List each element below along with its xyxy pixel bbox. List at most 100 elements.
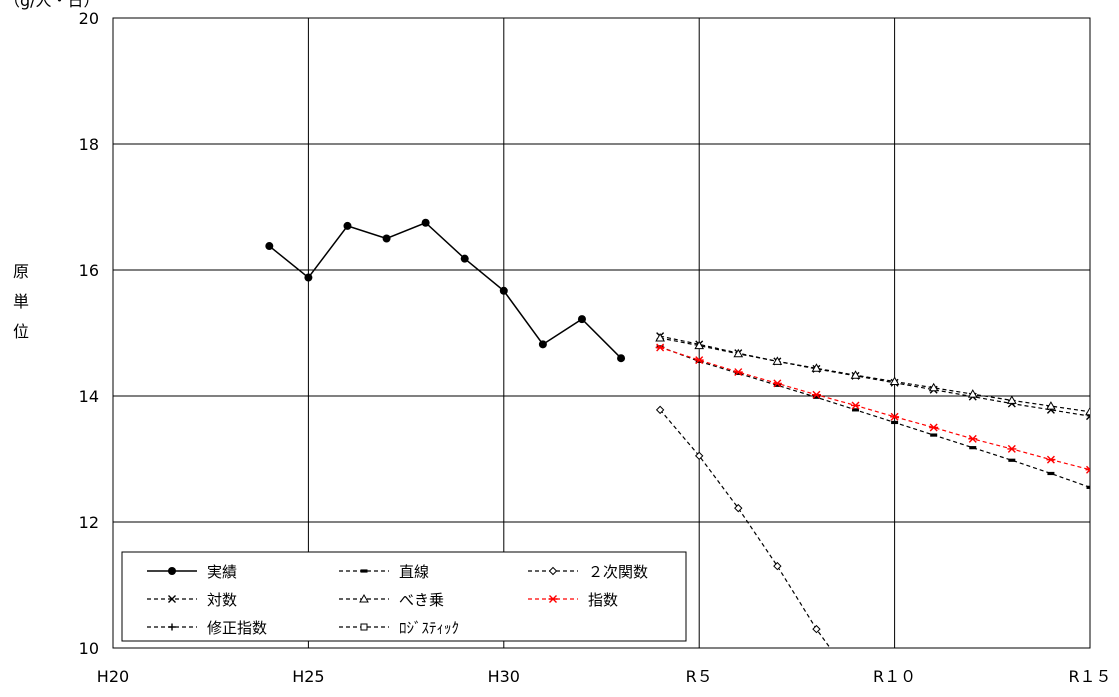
data-point	[343, 221, 352, 230]
data-point	[1086, 485, 1090, 489]
series-4	[655, 333, 1090, 416]
series-line	[659, 409, 831, 648]
data-point	[499, 286, 508, 295]
data-point	[460, 254, 469, 263]
series-5	[655, 343, 1090, 474]
legend-item: べき乗	[339, 591, 444, 609]
y-tick-label: 10	[79, 639, 99, 658]
data-point	[852, 408, 860, 412]
data-point	[694, 340, 705, 350]
data-point	[655, 333, 665, 342]
data-point	[304, 273, 313, 282]
data-point	[168, 623, 176, 631]
data-point	[168, 567, 176, 575]
data-point	[930, 433, 938, 437]
x-tick-label: R１０	[873, 667, 916, 686]
legend-item: 指数	[528, 591, 618, 609]
legend-label: 指数	[588, 591, 618, 609]
series-3	[656, 332, 1090, 421]
data-point	[1047, 471, 1055, 476]
data-point	[733, 348, 744, 358]
data-point	[850, 370, 861, 379]
data-point	[1085, 465, 1090, 474]
data-point	[694, 356, 704, 365]
data-point	[359, 593, 369, 603]
y-unit-label: （g/人・日）	[4, 0, 100, 10]
data-point	[1007, 444, 1017, 453]
series-line	[659, 335, 1090, 417]
y-tick-label: 16	[79, 261, 99, 280]
data-point	[772, 379, 782, 388]
series-2	[655, 405, 831, 648]
x-tick-label: H30	[488, 667, 520, 686]
y-tick-label: 18	[79, 135, 99, 154]
data-point	[851, 401, 861, 410]
data-point	[734, 503, 743, 513]
data-point	[734, 371, 742, 375]
data-point	[577, 315, 586, 324]
x-tick-label: R１５	[1068, 667, 1111, 686]
legend-label: ﾛｼﾞｽﾃｨｯｸ	[399, 619, 459, 637]
x-tick-label: R５	[686, 667, 713, 686]
legend-label: 修正指数	[207, 619, 267, 637]
data-point	[421, 218, 430, 227]
data-point	[168, 595, 176, 603]
legend-item: ２次関数	[528, 563, 648, 581]
data-point	[772, 356, 783, 365]
series-line	[659, 346, 1090, 471]
data-point	[890, 412, 900, 421]
data-point	[1006, 395, 1017, 404]
legend-item: ﾛｼﾞｽﾃｨｯｸ	[339, 619, 459, 637]
data-point	[538, 340, 547, 349]
data-point	[967, 389, 978, 398]
data-point	[360, 623, 368, 631]
data-point	[1008, 458, 1016, 462]
data-point	[891, 420, 899, 425]
data-point	[694, 451, 704, 461]
series-line	[660, 337, 1090, 413]
data-point	[929, 423, 939, 432]
data-point	[969, 446, 977, 450]
data-point	[617, 354, 626, 363]
legend-label: 直線	[399, 563, 429, 581]
data-point	[695, 359, 703, 363]
series-0	[265, 218, 626, 363]
legend-label: べき乗	[399, 591, 444, 609]
legend-item: 対数	[147, 591, 237, 609]
y-tick-label: 12	[79, 513, 99, 532]
y-axis-label: 原単位	[13, 262, 29, 341]
x-tick-label: H25	[292, 667, 324, 686]
data-point	[773, 561, 782, 571]
legend-item: 修正指数	[147, 619, 267, 637]
series-line	[659, 346, 1090, 488]
data-point	[548, 566, 558, 576]
plot-border	[112, 17, 1091, 649]
data-point	[1046, 455, 1056, 464]
data-point	[812, 395, 820, 399]
legend-box	[121, 551, 687, 642]
data-point	[655, 343, 665, 352]
data-point	[733, 368, 743, 377]
data-point	[928, 382, 939, 392]
legend-label: 実績	[207, 563, 237, 581]
data-point	[265, 242, 274, 251]
data-point	[382, 234, 391, 243]
data-point	[773, 383, 781, 387]
y-tick-label: 14	[79, 387, 99, 406]
data-point	[889, 376, 900, 386]
data-point	[1046, 401, 1056, 410]
data-point	[811, 390, 821, 399]
y-tick-label: 20	[79, 9, 99, 28]
legend-label: 対数	[207, 591, 237, 609]
data-point	[360, 569, 368, 573]
legend-label: ２次関数	[588, 563, 648, 581]
data-point	[968, 434, 978, 443]
x-tick-label: H20	[97, 667, 129, 686]
data-point	[548, 595, 558, 603]
legend-item: 直線	[339, 563, 429, 581]
series-line	[268, 221, 622, 359]
data-point	[1085, 406, 1090, 416]
data-point	[811, 363, 822, 372]
